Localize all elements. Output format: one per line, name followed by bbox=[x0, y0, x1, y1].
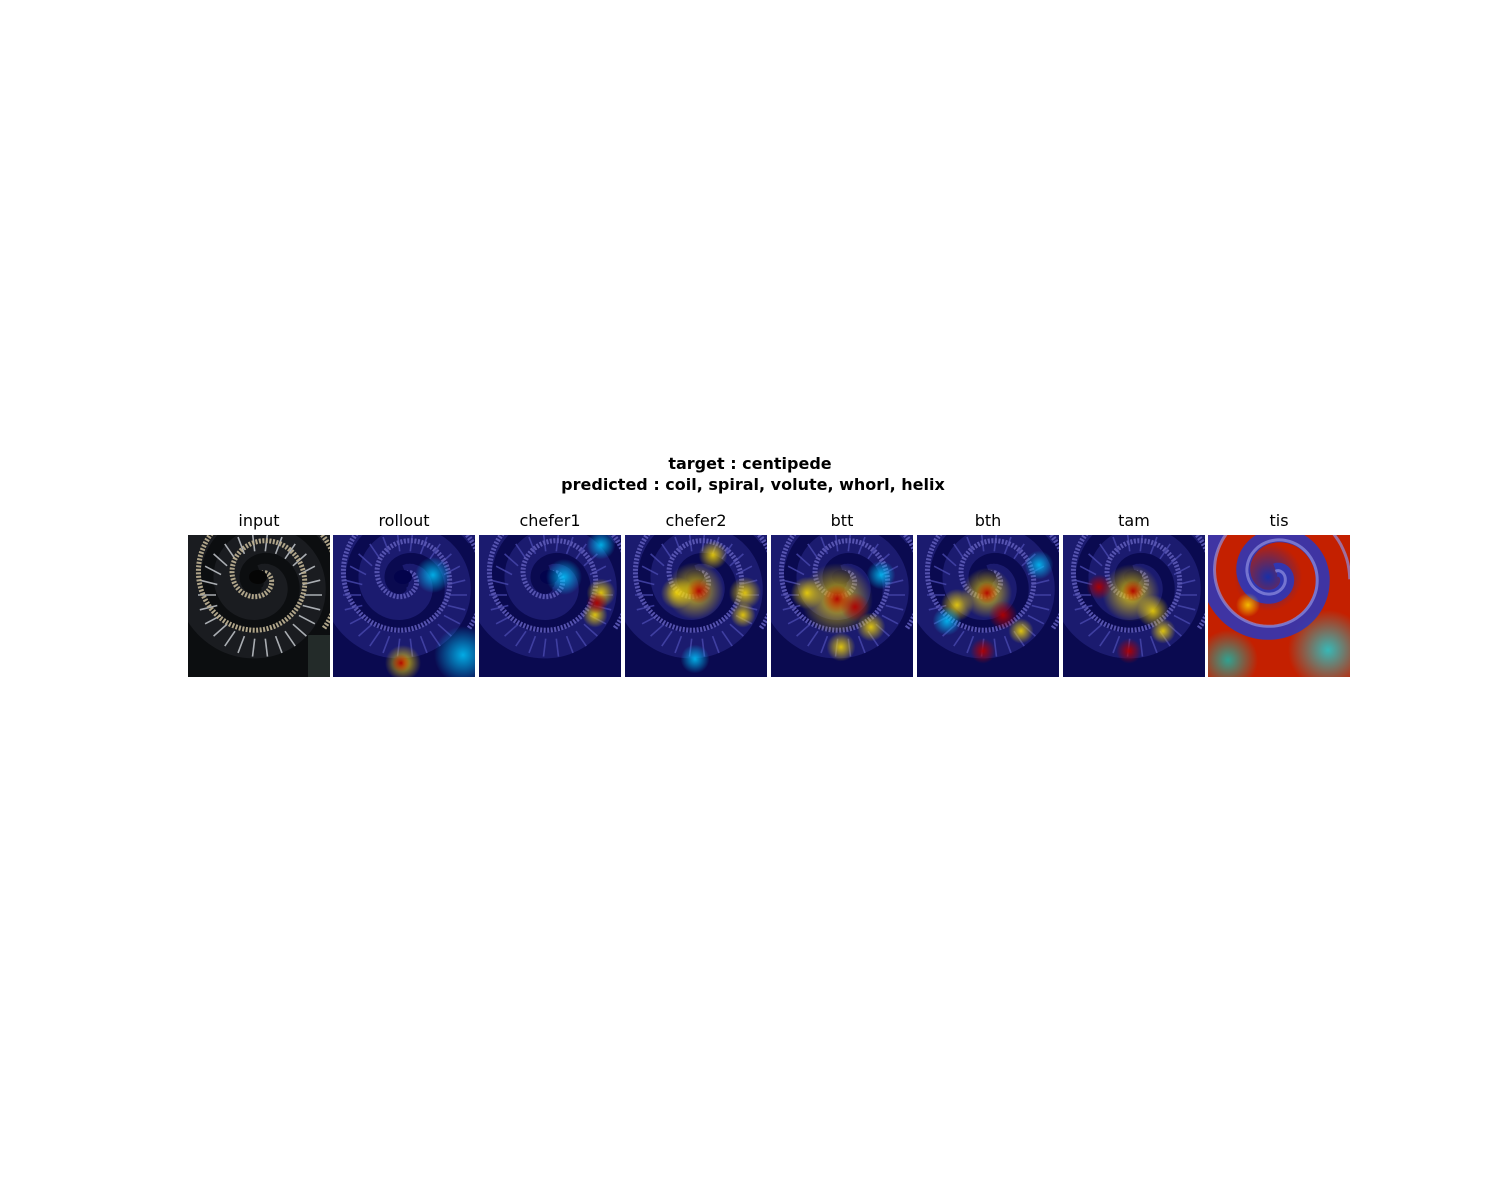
tam-heatmap bbox=[1063, 535, 1205, 677]
panel-title-chefer2: chefer2 bbox=[665, 511, 727, 530]
bth-heatmap bbox=[917, 535, 1059, 677]
figure-title-target: target : centipede bbox=[668, 454, 832, 473]
btt-heatmap bbox=[771, 535, 913, 677]
panel-title-bth: bth bbox=[974, 511, 1002, 530]
tis-heatmap bbox=[1208, 535, 1350, 677]
panel-title-input: input bbox=[238, 511, 280, 530]
bth-heatmap-svg bbox=[917, 535, 1059, 677]
chefer1-heatmap bbox=[479, 535, 621, 677]
rollout-heatmap-svg bbox=[333, 535, 475, 677]
panel-title-tam: tam bbox=[1118, 511, 1150, 530]
input-image bbox=[188, 535, 330, 677]
panel-title-rollout: rollout bbox=[378, 511, 430, 530]
chefer1-heatmap-svg bbox=[479, 535, 621, 677]
btt-heatmap-svg bbox=[771, 535, 913, 677]
input-image-svg bbox=[188, 535, 330, 677]
panel-title-btt: btt bbox=[830, 511, 854, 530]
chefer2-heatmap bbox=[625, 535, 767, 677]
panel-title-chefer1: chefer1 bbox=[519, 511, 581, 530]
tam-heatmap-svg bbox=[1063, 535, 1205, 677]
chefer2-heatmap-svg bbox=[625, 535, 767, 677]
tis-heatmap-svg bbox=[1208, 535, 1350, 677]
panel-title-tis: tis bbox=[1269, 511, 1289, 530]
figure-title-predicted: predicted : coil, spiral, volute, whorl,… bbox=[561, 475, 945, 494]
rollout-heatmap bbox=[333, 535, 475, 677]
